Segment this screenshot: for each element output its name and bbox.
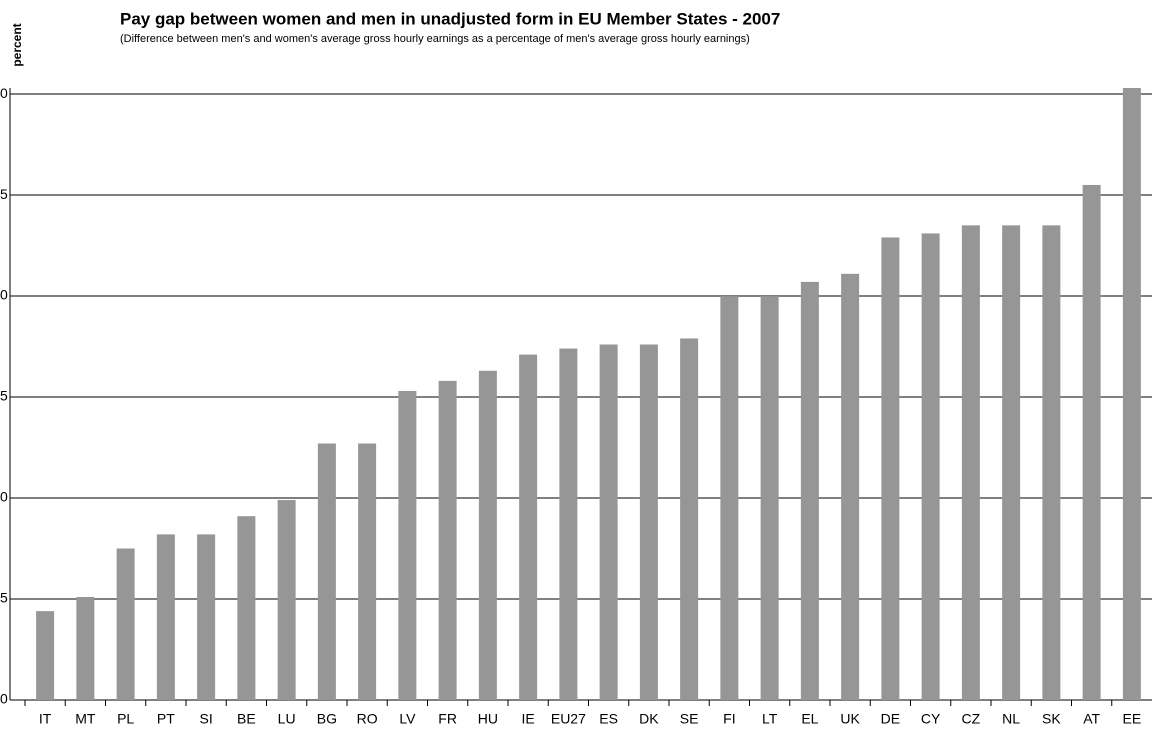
bar: [720, 296, 739, 700]
bar: [961, 225, 980, 700]
y-tick-label: 5: [0, 388, 8, 404]
chart-subtitle: (Difference between men's and women's av…: [120, 33, 750, 45]
x-tick-label: SE: [680, 711, 699, 727]
x-tick-label: CZ: [962, 711, 981, 727]
x-tick-label: FI: [723, 711, 735, 727]
bar: [317, 443, 336, 700]
x-tick-label: EL: [801, 711, 818, 727]
bar: [800, 281, 819, 700]
x-tick-label: PT: [157, 711, 175, 727]
bar: [358, 443, 377, 700]
bar: [760, 296, 779, 700]
x-tick-label: CY: [921, 711, 941, 727]
x-tick-label: EU27: [551, 711, 586, 727]
y-tick-label: 0: [0, 691, 8, 707]
bar: [438, 380, 457, 700]
y-tick-label: 0: [0, 85, 8, 101]
x-tick-label: UK: [840, 711, 860, 727]
x-tick-label: PL: [117, 711, 134, 727]
bar: [559, 348, 578, 700]
bar: [398, 390, 417, 700]
y-axis-label: percent: [10, 23, 24, 66]
bar: [237, 516, 256, 700]
bar: [921, 233, 940, 701]
x-tick-label: DE: [881, 711, 900, 727]
bar: [36, 611, 55, 700]
x-tick-label: SI: [200, 711, 213, 727]
x-tick-label: NL: [1002, 711, 1020, 727]
bar: [841, 273, 860, 700]
x-tick-label: EE: [1123, 711, 1142, 727]
bar: [197, 534, 216, 700]
y-tick-label: 0: [0, 287, 8, 303]
x-tick-label: HU: [478, 711, 498, 727]
x-tick-label: LV: [399, 711, 416, 727]
bar: [1002, 225, 1021, 700]
x-tick-label: LT: [762, 711, 778, 727]
x-tick-label: LU: [278, 711, 296, 727]
bar: [881, 237, 900, 701]
x-tick-label: MT: [75, 711, 96, 727]
x-tick-label: BG: [317, 711, 337, 727]
bar: [1082, 184, 1101, 700]
bar: [277, 500, 296, 700]
y-tick-label: 5: [0, 590, 8, 606]
x-tick-label: RO: [357, 711, 378, 727]
bar: [1042, 225, 1061, 700]
x-tick-label: IT: [39, 711, 52, 727]
chart-title: Pay gap between women and men in unadjus…: [120, 9, 780, 28]
bar: [639, 344, 658, 700]
y-tick-label: 5: [0, 186, 8, 202]
bar: [680, 338, 699, 700]
x-tick-label: AT: [1083, 711, 1100, 727]
bar: [156, 534, 175, 700]
x-tick-label: ES: [599, 711, 618, 727]
x-tick-label: FR: [438, 711, 457, 727]
y-tick-label: 0: [0, 489, 8, 505]
x-tick-label: SK: [1042, 711, 1061, 727]
bar: [599, 344, 618, 700]
bar: [116, 548, 135, 700]
x-tick-label: DK: [639, 711, 659, 727]
bar: [519, 354, 538, 700]
x-tick-label: BE: [237, 711, 256, 727]
bar: [76, 596, 95, 700]
x-tick-label: IE: [522, 711, 535, 727]
bar: [478, 370, 497, 700]
bar: [1122, 88, 1141, 700]
